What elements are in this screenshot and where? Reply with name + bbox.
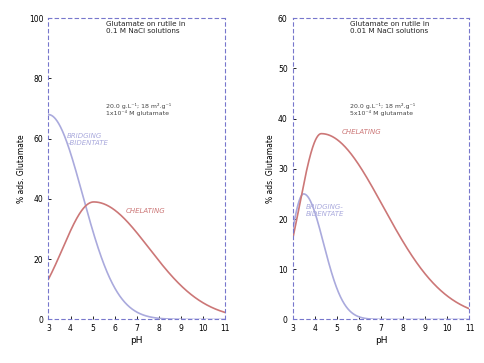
Text: Glutamate on rutile in
0.01 M NaCl solutions: Glutamate on rutile in 0.01 M NaCl solut… (350, 21, 429, 34)
Text: CHELATING: CHELATING (341, 129, 381, 135)
Text: CHELATING: CHELATING (126, 208, 166, 214)
X-axis label: pH: pH (375, 336, 387, 345)
Text: BRIDGING
-BIDENTATE: BRIDGING -BIDENTATE (67, 132, 108, 146)
Text: BRIDGING-
BIDENTATE: BRIDGING- BIDENTATE (306, 204, 344, 217)
Text: 20.0 g.L⁻¹; 18 m².g⁻¹
1x10⁻⁴ M glutamate: 20.0 g.L⁻¹; 18 m².g⁻¹ 1x10⁻⁴ M glutamate (106, 102, 171, 115)
Y-axis label: % ads. Glutamate: % ads. Glutamate (17, 134, 26, 203)
Text: 20.0 g.L⁻¹; 18 m².g⁻¹
5x10⁻⁴ M glutamate: 20.0 g.L⁻¹; 18 m².g⁻¹ 5x10⁻⁴ M glutamate (350, 102, 415, 115)
Y-axis label: % ads. Glutamate: % ads. Glutamate (266, 134, 275, 203)
Text: Glutamate on rutile in
0.1 M NaCl solutions: Glutamate on rutile in 0.1 M NaCl soluti… (106, 21, 185, 34)
X-axis label: pH: pH (131, 336, 143, 345)
